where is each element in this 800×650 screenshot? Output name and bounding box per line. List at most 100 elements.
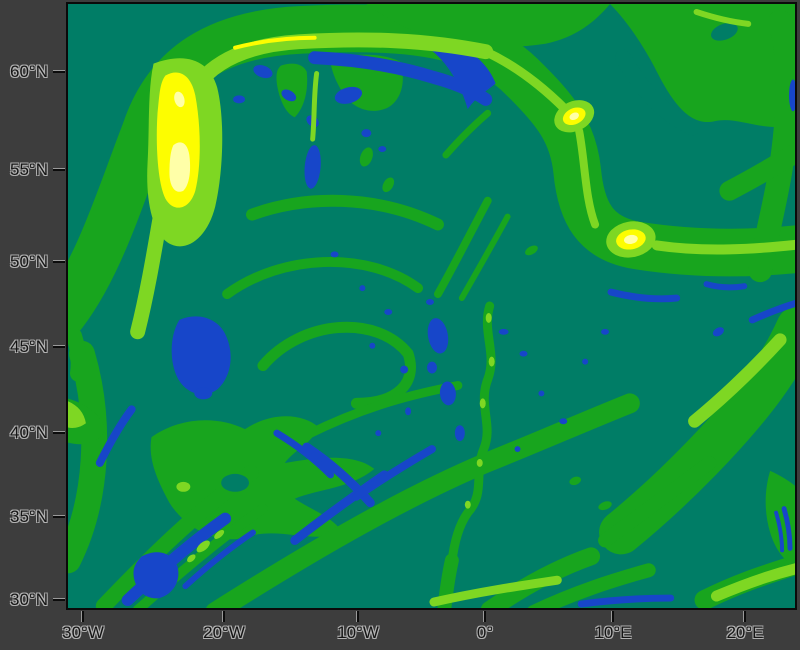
field-shape (712, 327, 724, 337)
field-shape (624, 234, 638, 245)
y-tick-label: 55°N (10, 160, 48, 179)
field-shape (479, 398, 486, 409)
field-shape (304, 145, 321, 189)
field-shape (384, 308, 393, 315)
field-shape (598, 501, 612, 511)
field-shape (233, 35, 317, 50)
field-shape (488, 356, 495, 367)
x-tick-label: 0° (476, 623, 494, 642)
field-shape (781, 506, 793, 551)
tracer-field-svg (68, 4, 795, 608)
field-shape (693, 8, 752, 27)
y-tick (53, 516, 65, 518)
y-tick-label: 40°N (10, 423, 48, 442)
field-shape (575, 127, 600, 229)
x-tick (612, 611, 614, 622)
map-plot-area (66, 2, 797, 610)
field-shape (710, 563, 795, 602)
field-shape (206, 393, 640, 608)
field-shape (334, 86, 363, 104)
field-shape (68, 340, 108, 574)
field-shape (439, 381, 456, 406)
field-shape (577, 594, 675, 608)
x-tick (223, 611, 225, 622)
field-shape (442, 109, 492, 159)
y-tick (53, 432, 65, 434)
field-shape (428, 42, 496, 110)
field-shape (464, 500, 471, 509)
field-shape (378, 146, 387, 153)
field-shape (171, 316, 231, 395)
field-shape (352, 445, 436, 501)
field-shape (133, 552, 179, 599)
field-shape (400, 365, 409, 374)
field-shape (427, 361, 437, 374)
field-shape (187, 554, 196, 563)
field-shape (748, 299, 795, 324)
field-shape (447, 301, 496, 567)
field-shape (427, 318, 449, 354)
field-shape (174, 91, 185, 108)
field-shape (514, 446, 521, 453)
field-shape (614, 49, 701, 136)
field-shape (182, 529, 256, 590)
x-tick-label: 10°E (594, 623, 632, 642)
field-shape (121, 512, 232, 607)
field-shape (222, 256, 424, 300)
field-shape (519, 350, 528, 357)
field-shape (276, 63, 308, 118)
field-shape (789, 79, 795, 112)
field-shape (711, 22, 738, 41)
field-shape (569, 112, 579, 121)
y-tick-label: 35°N (10, 507, 48, 526)
field-shape (426, 299, 434, 306)
y-tick-label: 45°N (10, 337, 48, 356)
x-tick-label: 20°E (726, 623, 764, 642)
field-shape (176, 481, 191, 492)
field-shape (369, 342, 376, 349)
x-tick-label: 10°W (337, 623, 379, 642)
field-shape (196, 540, 210, 553)
field-shape (246, 194, 444, 231)
field-shape (359, 147, 373, 167)
field-shape (651, 239, 795, 255)
field-shape (375, 430, 382, 437)
field-shape (437, 553, 459, 608)
x-tick (484, 611, 486, 622)
field-shape (257, 321, 416, 409)
field-shape (382, 177, 395, 193)
field-shape (476, 458, 483, 467)
field-shape (774, 510, 785, 553)
field-shape (330, 251, 339, 258)
field-shape (359, 285, 366, 292)
field-shape (429, 575, 562, 607)
field-shape (569, 476, 581, 486)
field-shape (68, 327, 87, 382)
y-tick (53, 169, 65, 171)
field-shape (221, 473, 250, 492)
x-tick (357, 611, 359, 622)
field-shape (361, 129, 372, 138)
field-shape (610, 4, 795, 128)
field-shape (433, 196, 492, 299)
x-tick-label: 20°W (203, 623, 245, 642)
field-shape (607, 288, 681, 303)
field-shape (214, 530, 225, 539)
field-shape (302, 442, 375, 508)
field-shape (273, 429, 335, 479)
field-shape (281, 89, 297, 102)
field-shape (169, 142, 191, 192)
field-shape (458, 213, 511, 302)
field-shape (582, 358, 589, 365)
field-shape (598, 456, 717, 548)
field-shape (253, 65, 273, 79)
field-shape (498, 328, 509, 335)
field-shape (310, 71, 320, 142)
field-shape (68, 401, 86, 428)
y-tick (53, 261, 65, 263)
field-shape (703, 281, 748, 291)
field-shape (454, 425, 465, 442)
field-shape (481, 47, 570, 114)
field-shape (133, 503, 268, 608)
